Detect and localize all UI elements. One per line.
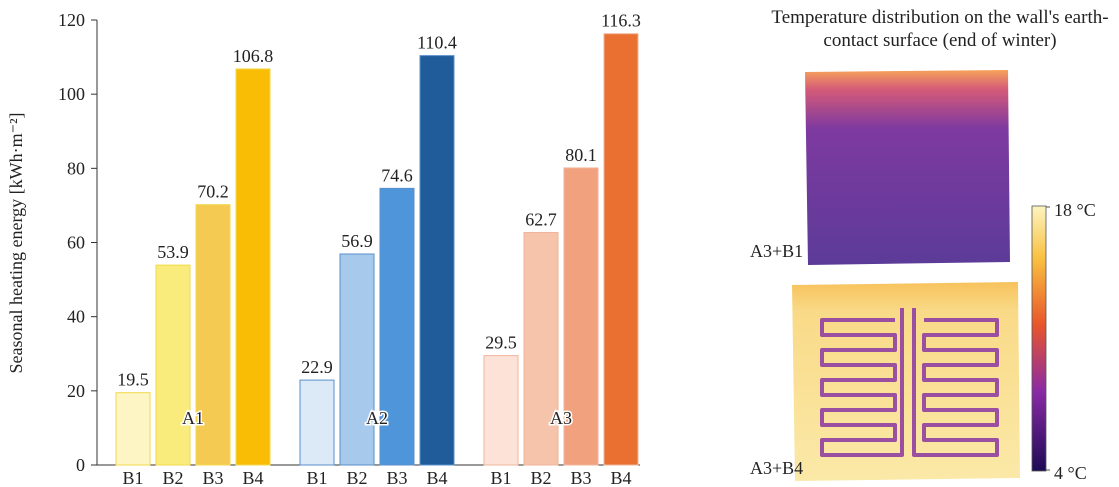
chart: Seasonal heating energy [kWh·m⁻²] A3+B1 … [0, 0, 1119, 487]
x-tick-label: B4 [242, 468, 263, 487]
x-tick-label: B4 [426, 468, 447, 487]
x-tick-label: B1 [490, 468, 511, 487]
x-tick-label: B2 [346, 468, 367, 487]
render-panels [792, 70, 1046, 481]
bar [524, 232, 558, 465]
value-label: 62.7 [525, 209, 557, 229]
value-label: 70.2 [197, 182, 229, 202]
bar [300, 380, 334, 465]
bar [156, 265, 190, 465]
y-tick-label: 0 [76, 455, 85, 475]
y-tick-label: 40 [67, 307, 85, 327]
value-label: 106.8 [233, 46, 274, 66]
group-label: A3 [550, 408, 572, 428]
value-label: 53.9 [157, 242, 189, 262]
value-label: 22.9 [301, 357, 333, 377]
bar [420, 56, 454, 465]
panel-label: A3+B1 [750, 241, 803, 261]
y-tick-label: 100 [58, 84, 85, 104]
value-label: 56.9 [341, 231, 373, 251]
bar [236, 69, 270, 465]
panel-label: A3+B4 [750, 458, 803, 478]
value-label: 29.5 [485, 333, 517, 353]
bar [340, 254, 374, 465]
bar [604, 34, 638, 465]
colorbar [1032, 206, 1046, 471]
wall-render-top [805, 70, 1010, 265]
value-label: 110.4 [417, 33, 457, 53]
bar [484, 356, 518, 465]
value-label: 19.5 [117, 370, 149, 390]
colorbar-label: 18 °C [1054, 200, 1096, 220]
value-label: 80.1 [565, 145, 597, 165]
x-tick-label: B3 [386, 468, 407, 487]
value-label: 116.3 [601, 11, 641, 31]
x-tick-label: B2 [530, 468, 551, 487]
x-tick-label: B2 [162, 468, 183, 487]
x-tick-label: B3 [570, 468, 591, 487]
x-tick-label: B1 [306, 468, 327, 487]
x-tick-label: B3 [202, 468, 223, 487]
x-tick-label: B1 [122, 468, 143, 487]
figure: Seasonal heating energy [kWh·m⁻²] A3+B1 … [0, 0, 1119, 487]
y-tick-label: 80 [67, 158, 85, 178]
y-tick-label: 120 [58, 10, 85, 30]
x-tick-label: B4 [610, 468, 631, 487]
y-tick-label: 20 [67, 381, 85, 401]
group-label: A1 [182, 408, 204, 428]
value-label: 74.6 [381, 165, 413, 185]
bar [116, 393, 150, 465]
y-axis-label: Seasonal heating energy [kWh·m⁻²] [6, 113, 26, 374]
y-tick-label: 60 [67, 233, 85, 253]
panel-title: Temperature distribution on the wall's e… [760, 6, 1119, 52]
colorbar-label: 4 °C [1054, 463, 1087, 483]
group-label: A2 [366, 408, 388, 428]
